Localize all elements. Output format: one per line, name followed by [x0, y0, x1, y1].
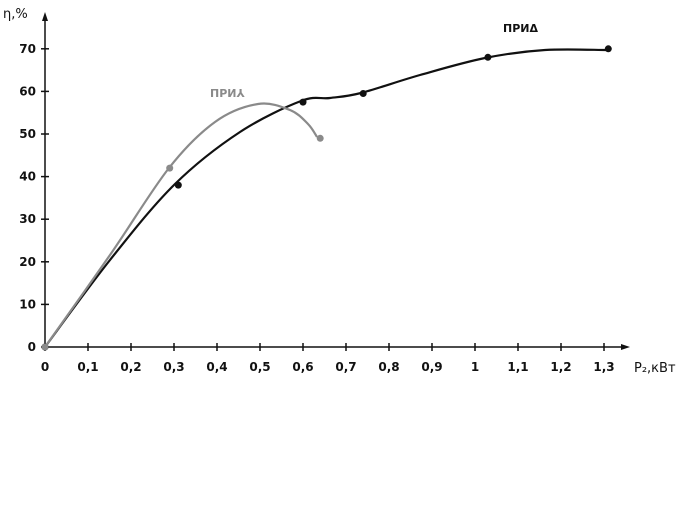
y-axis-label: η,%: [3, 7, 28, 22]
y-tick-label: 30: [19, 212, 36, 226]
x-axis-arrow: [621, 344, 630, 350]
y-tick-label: 20: [19, 255, 36, 269]
y-axis-arrow: [42, 12, 48, 21]
series-label: ПРИΔ: [503, 22, 538, 35]
data-point: [484, 53, 492, 61]
data-point: [604, 45, 612, 53]
x-tick-label: 1,2: [550, 360, 571, 374]
series-line: [44, 102, 318, 348]
y-tick-label: 40: [19, 170, 36, 184]
y-tick-label: 0: [28, 340, 36, 354]
x-tick-label: 1,3: [593, 360, 614, 374]
x-tick-label: 0,7: [335, 360, 356, 374]
x-tick-label: 0,4: [206, 360, 227, 374]
series-label: ПРИ⅄: [210, 87, 245, 100]
data-point: [359, 90, 367, 97]
series-star: ПРИ⅄: [41, 87, 324, 351]
series-layer: ПРИΔ ПРИ⅄: [41, 22, 612, 351]
series-line: [44, 48, 607, 348]
x-tick-label: 1,1: [507, 360, 528, 374]
x-tick-label: 0,3: [163, 360, 184, 374]
x-tick-label: 1: [471, 360, 479, 374]
data-point: [299, 98, 307, 106]
data-point: [166, 164, 174, 172]
x-axis-label: P₂,кВт: [634, 361, 676, 376]
x-tick-label: 0,2: [120, 360, 141, 374]
y-tick-label: 50: [19, 127, 36, 141]
series-delta: ПРИΔ: [41, 22, 612, 351]
x-ticks: 0 0,1 0,2 0,3 0,4 0,5 0,6 0,7 0,8 0,9 1 1,1 1,2 1,3: [41, 343, 615, 374]
y-tick-label: 60: [19, 84, 36, 98]
x-tick-label: 0,1: [77, 360, 98, 374]
x-tick-label: 0,6: [292, 360, 313, 374]
data-point: [41, 343, 49, 351]
data-point: [316, 134, 324, 142]
y-tick-label: 10: [19, 297, 36, 311]
y-tick-label: 70: [19, 42, 36, 56]
data-point: [174, 181, 182, 189]
axes: [42, 12, 630, 350]
x-tick-label: 0: [41, 360, 49, 374]
x-tick-label: 0,8: [378, 360, 399, 374]
y-ticks: 0 10 20 30 40 50 60 70: [19, 42, 49, 354]
x-tick-label: 0,5: [249, 360, 270, 374]
x-tick-label: 0,9: [421, 360, 442, 374]
